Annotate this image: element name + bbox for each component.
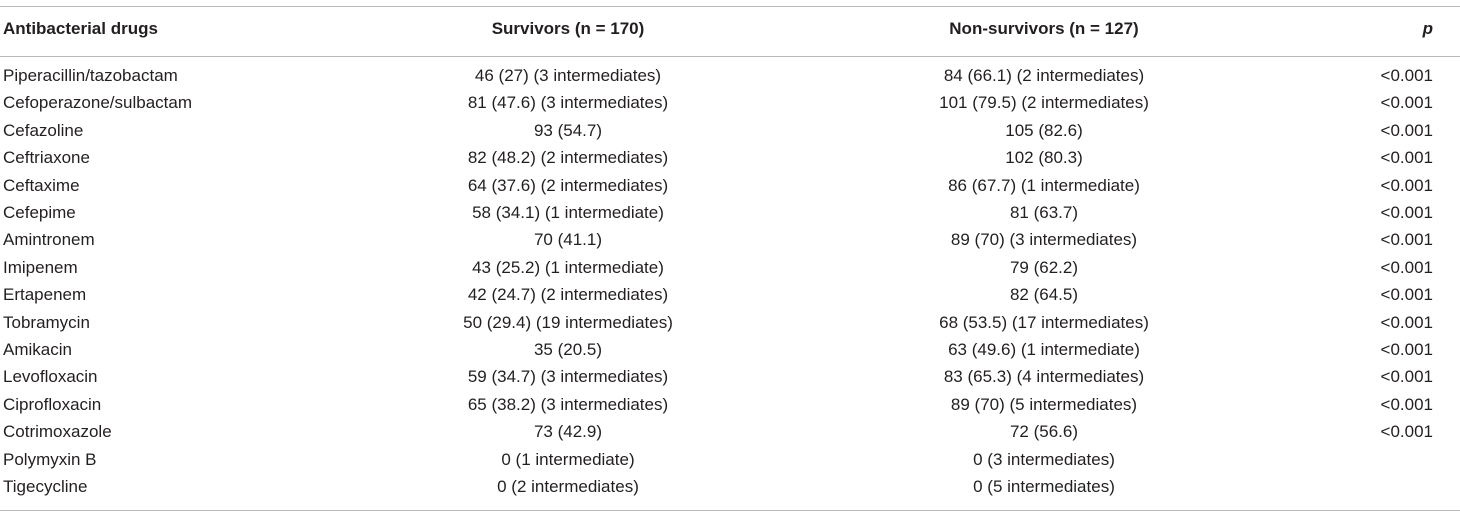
survivors-cell: 64 (37.6) (2 intermediates) [467,175,669,195]
p-value-cell: <0.001 [1380,148,1433,168]
non-survivors-cell: 81 (63.7) [1009,203,1079,222]
table-top-rule [0,6,1460,7]
drug-cell: Cefepime [3,203,76,222]
p-value-cell: <0.001 [1380,230,1433,250]
table-row: Tobramycin 50 (29.4) (19 intermediates) 68… [0,309,1460,336]
table-row: Cotrimoxazole 73 (42.9) 72 (56.6) <0.001 [0,418,1460,445]
drug-cell: Amintronem [3,230,95,250]
survivors-cell: 0 (2 intermediates) [497,477,639,496]
table-row: Ciprofloxacin 65 (38.2) (3 intermediates)… [0,391,1460,418]
drug-cell: Tigecycline [3,477,88,496]
table-row: Piperacillin/tazobactam 46 (27) (3 interm… [0,62,1460,89]
drug-cell: Ceftaxime [3,175,80,195]
drug-cell: Levofloxacin [3,367,98,387]
drug-cell: Imipenem [3,257,78,277]
p-value-cell: <0.001 [1380,66,1433,85]
non-survivors-cell: 83 (65.3) (4 intermediates) [943,367,1145,387]
p-value-cell: <0.001 [1380,340,1433,359]
table-row: Tigecycline 0 (2 intermediates) 0 (5 inter… [0,473,1460,500]
non-survivors-cell: 0 (5 intermediates) [973,477,1115,496]
table-header-row: Antibacterial drugs Survivors (n = 170) … [0,14,1460,44]
drug-cell: Cefazoline [3,120,84,140]
survivors-cell: 59 (34.7) (3 intermediates) [467,367,669,387]
non-survivors-cell: 72 (56.6) [1009,422,1079,442]
survivors-cell: 35 (20.5) [533,340,603,359]
survivors-cell: 50 (29.4) (19 intermediates) [463,312,673,332]
table-row: Ertapenem 42 (24.7) (2 intermediates) 82 (… [0,281,1460,308]
p-value-cell: <0.001 [1380,394,1433,414]
table-row: Ceftaxime 64 (37.6) (2 intermediates) 86 (… [0,172,1460,199]
survivors-cell: 82 (48.2) (2 intermediates) [467,148,669,168]
non-survivors-cell: 86 (67.7) (1 intermediate) [948,175,1140,195]
non-survivors-cell: 101 (79.5) (2 intermediates) [939,93,1149,113]
survivors-cell: 73 (42.9) [533,422,603,442]
table-row: Levofloxacin 59 (34.7) (3 intermediates) 8… [0,363,1460,390]
table-row: Polymyxin B 0 (1 intermediate) 0 (3 interm… [0,446,1460,473]
survivors-cell: 43 (25.2) (1 intermediate) [472,257,664,277]
non-survivors-cell: 82 (64.5) [1009,285,1079,305]
p-value-cell: <0.001 [1380,367,1433,387]
non-survivors-cell: 89 (70) (5 intermediates) [950,394,1138,414]
drug-cell: Polymyxin B [3,449,97,469]
table-row: Amintronem 70 (41.1) 89 (70) (3 intermedia… [0,226,1460,253]
survivors-cell: 81 (47.6) (3 intermediates) [467,93,669,113]
header-antibacterial-drugs: Antibacterial drugs [3,19,158,38]
p-value-cell: <0.001 [1380,203,1433,222]
p-value-cell: <0.001 [1380,93,1433,113]
survivors-cell: 65 (38.2) (3 intermediates) [467,394,669,414]
survivors-cell: 93 (54.7) [533,120,603,140]
survivors-cell: 42 (24.7) (2 intermediates) [467,285,669,305]
survivors-cell: 46 (27) (3 intermediates) [474,66,662,85]
header-p-value: p [1422,19,1433,38]
table-row: Amikacin 35 (20.5) 63 (49.6) (1 intermedia… [0,336,1460,363]
table-bottom-rule [0,510,1460,511]
non-survivors-cell: 105 (82.6) [1005,120,1083,140]
p-value-cell: <0.001 [1380,312,1433,332]
table-row: Imipenem 43 (25.2) (1 intermediate) 79 (62… [0,254,1460,281]
survivors-cell: 58 (34.1) (1 intermediate) [472,203,664,222]
drug-cell: Cefoperazone/sulbactam [3,93,193,113]
drug-cell: Cotrimoxazole [3,422,112,442]
non-survivors-cell: 79 (62.2) [1009,257,1079,277]
non-survivors-cell: 68 (53.5) (17 intermediates) [939,312,1149,332]
survivors-cell: 70 (41.1) [533,230,603,250]
table-header-rule [0,56,1460,57]
non-survivors-cell: 89 (70) (3 intermediates) [950,230,1138,250]
drug-cell: Tobramycin [3,312,90,332]
drug-cell: Amikacin [3,340,72,359]
table-row: Ceftriaxone 82 (48.2) (2 intermediates) 10… [0,144,1460,171]
table-row: Cefepime 58 (34.1) (1 intermediate) 81 (63… [0,199,1460,226]
drug-cell: Ciprofloxacin [3,394,102,414]
non-survivors-cell: 102 (80.3) [1005,148,1083,168]
survivors-cell: 0 (1 intermediate) [501,449,635,469]
non-survivors-cell: 63 (49.6) (1 intermediate) [948,340,1140,359]
p-value-cell: <0.001 [1380,285,1433,305]
p-value-cell: <0.001 [1380,422,1433,442]
drug-cell: Ertapenem [3,285,87,305]
drug-cell: Ceftriaxone [3,148,90,168]
table-row: Cefazoline 93 (54.7) 105 (82.6) <0.001 [0,117,1460,144]
p-value-cell: <0.001 [1380,257,1433,277]
non-survivors-cell: 0 (3 intermediates) [973,449,1115,469]
drug-cell: Piperacillin/tazobactam [3,66,178,85]
non-survivors-cell: 84 (66.1) (2 intermediates) [943,66,1145,85]
header-non-survivors: Non-survivors (n = 127) [949,19,1139,38]
p-value-cell: <0.001 [1380,120,1433,140]
header-survivors: Survivors (n = 170) [491,19,645,38]
p-value-cell: <0.001 [1380,175,1433,195]
table-row: Cefoperazone/sulbactam 81 (47.6) (3 inter… [0,89,1460,116]
